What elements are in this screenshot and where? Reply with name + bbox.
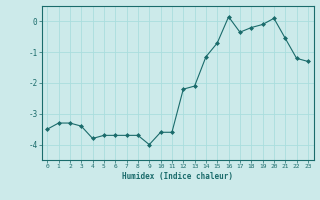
X-axis label: Humidex (Indice chaleur): Humidex (Indice chaleur) — [122, 172, 233, 181]
